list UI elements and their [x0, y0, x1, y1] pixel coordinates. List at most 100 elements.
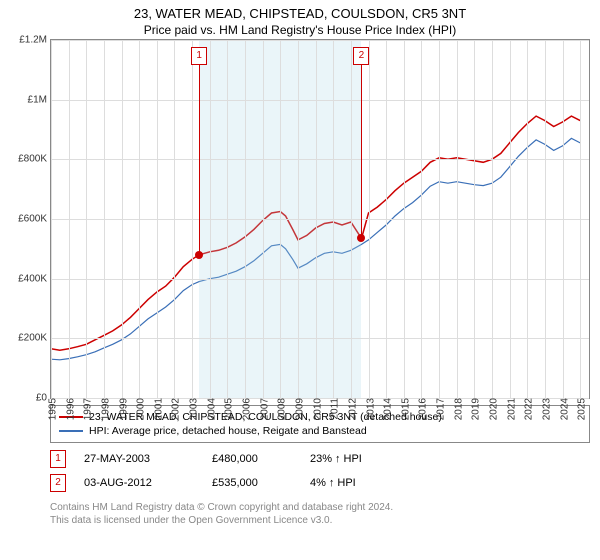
- gridline-v: [104, 40, 105, 398]
- x-axis-label: 2009: [290, 398, 305, 420]
- footer-line: Contains HM Land Registry data © Crown c…: [50, 501, 590, 514]
- x-axis-label: 2025: [573, 398, 588, 420]
- gridline-v: [174, 40, 175, 398]
- title-block: 23, WATER MEAD, CHIPSTEAD, COULSDON, CR5…: [0, 0, 600, 39]
- x-axis-label: 2015: [396, 398, 411, 420]
- gridline-v: [122, 40, 123, 398]
- x-axis-label: 2002: [167, 398, 182, 420]
- x-axis-label: 1996: [61, 398, 76, 420]
- sale-price: £535,000: [212, 477, 292, 489]
- x-axis-label: 2022: [520, 398, 535, 420]
- gridline-h: [51, 338, 589, 339]
- gridline-h: [51, 100, 589, 101]
- gridline-v: [333, 40, 334, 398]
- gridline-v: [51, 40, 52, 398]
- x-axis-label: 2012: [343, 398, 358, 420]
- gridline-v: [280, 40, 281, 398]
- gridline-v: [545, 40, 546, 398]
- x-axis-label: 2014: [379, 398, 394, 420]
- sale-vs-hpi: 4% ↑ HPI: [310, 477, 356, 489]
- sale-marker-icon: 2: [50, 474, 66, 492]
- gridline-v: [245, 40, 246, 398]
- gridline-v: [510, 40, 511, 398]
- gridline-v: [69, 40, 70, 398]
- gridline-v: [210, 40, 211, 398]
- gridline-v: [563, 40, 564, 398]
- x-axis-label: 2018: [449, 398, 464, 420]
- gridline-v: [386, 40, 387, 398]
- sale-price: £480,000: [212, 453, 292, 465]
- x-axis-label: 2006: [238, 398, 253, 420]
- sale-marker-tick: [199, 64, 200, 255]
- sale-marker-badge: 1: [191, 47, 207, 65]
- x-axis-label: 2008: [273, 398, 288, 420]
- x-axis-label: 2020: [484, 398, 499, 420]
- x-axis-label: 2023: [537, 398, 552, 420]
- sale-date: 03-AUG-2012: [84, 477, 194, 489]
- x-axis-label: 2003: [185, 398, 200, 420]
- gridline-v: [263, 40, 264, 398]
- gridline-v: [474, 40, 475, 398]
- x-axis-label: 2016: [414, 398, 429, 420]
- gridline-v: [492, 40, 493, 398]
- gridline-v: [369, 40, 370, 398]
- x-axis-label: 2021: [502, 398, 517, 420]
- gridline-h: [51, 279, 589, 280]
- gridline-v: [298, 40, 299, 398]
- gridline-v: [227, 40, 228, 398]
- gridline-v: [457, 40, 458, 398]
- y-axis-label: £400K: [18, 273, 51, 284]
- arrow-up-icon: ↑: [335, 453, 341, 465]
- x-axis-label: 2024: [555, 398, 570, 420]
- chart-subtitle: Price paid vs. HM Land Registry's House …: [0, 23, 600, 37]
- sale-marker-dot: [357, 234, 365, 242]
- x-axis-label: 2004: [202, 398, 217, 420]
- y-axis-label: £800K: [18, 154, 51, 165]
- sale-marker-badge: 2: [353, 47, 369, 65]
- footer-line: This data is licensed under the Open Gov…: [50, 514, 590, 527]
- gridline-v: [404, 40, 405, 398]
- gridline-v: [439, 40, 440, 398]
- sales-table: 1 27-MAY-2003 £480,000 23% ↑ HPI 2 03-AU…: [50, 447, 590, 495]
- sale-date: 27-MAY-2003: [84, 453, 194, 465]
- x-axis-label: 2017: [432, 398, 447, 420]
- sale-vs-hpi: 23% ↑ HPI: [310, 453, 362, 465]
- y-axis-label: £200K: [18, 333, 51, 344]
- legend-label: HPI: Average price, detached house, Reig…: [89, 425, 367, 437]
- x-axis-label: 2007: [255, 398, 270, 420]
- x-axis-label: 1995: [44, 398, 59, 420]
- gridline-h: [51, 40, 589, 41]
- sale-marker-icon: 1: [50, 450, 66, 468]
- gridline-v: [86, 40, 87, 398]
- gridline-h: [51, 159, 589, 160]
- chart-container: 23, WATER MEAD, CHIPSTEAD, COULSDON, CR5…: [0, 0, 600, 527]
- x-axis-label: 2011: [326, 398, 341, 420]
- legend-swatch: [59, 430, 83, 432]
- gridline-v: [316, 40, 317, 398]
- x-axis-label: 1998: [96, 398, 111, 420]
- x-axis-label: 2000: [132, 398, 147, 420]
- x-axis-label: 2010: [308, 398, 323, 420]
- x-axis-label: 1999: [114, 398, 129, 420]
- gridline-v: [192, 40, 193, 398]
- chart-title: 23, WATER MEAD, CHIPSTEAD, COULSDON, CR5…: [0, 6, 600, 21]
- x-axis-label: 1997: [79, 398, 94, 420]
- x-axis-label: 2019: [467, 398, 482, 420]
- gridline-v: [139, 40, 140, 398]
- plot-area: £0£200K£400K£600K£800K£1M£1.2M1995199619…: [50, 39, 590, 399]
- gridline-h: [51, 219, 589, 220]
- y-axis-label: £1M: [28, 94, 51, 105]
- y-axis-label: £600K: [18, 214, 51, 225]
- sale-row: 1 27-MAY-2003 £480,000 23% ↑ HPI: [50, 447, 590, 471]
- gridline-v: [157, 40, 158, 398]
- y-axis-label: £1.2M: [19, 35, 51, 46]
- arrow-up-icon: ↑: [329, 477, 335, 489]
- sale-marker-tick: [361, 64, 362, 238]
- x-axis-label: 2001: [149, 398, 164, 420]
- sale-row: 2 03-AUG-2012 £535,000 4% ↑ HPI: [50, 471, 590, 495]
- legend-item: HPI: Average price, detached house, Reig…: [59, 424, 581, 438]
- gridline-v: [580, 40, 581, 398]
- sale-marker-dot: [195, 251, 203, 259]
- gridline-v: [527, 40, 528, 398]
- x-axis-label: 2013: [361, 398, 376, 420]
